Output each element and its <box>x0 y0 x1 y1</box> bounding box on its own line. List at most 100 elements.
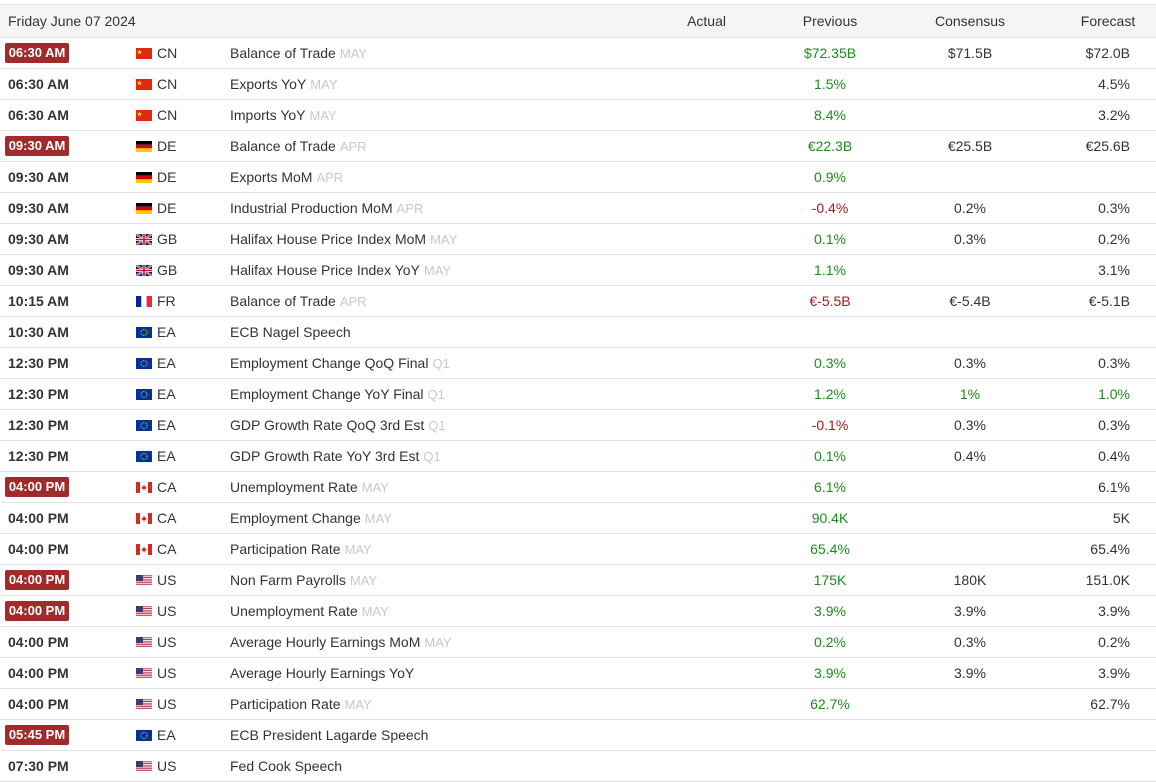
calendar-row: 09:30 AM GB Halifax House Price Index YoY M… <box>0 255 1156 286</box>
reference-period: MAY <box>344 697 372 712</box>
calendar-row: 09:30 AM DE Exports MoM APR 0.9% <box>0 162 1156 193</box>
reference-period: MAY <box>430 232 458 247</box>
event-name: Imports YoY <box>230 107 306 123</box>
time: 12:30 PM <box>8 417 69 433</box>
flag-icon <box>136 513 152 524</box>
flag-icon <box>136 203 152 214</box>
time-badge: 04:00 PM <box>5 601 69 621</box>
time: 07:30 PM <box>8 758 69 774</box>
event-cell: ECB President Lagarde Speech <box>230 720 428 751</box>
event-name: Balance of Trade <box>230 45 336 61</box>
flag-icon <box>136 296 152 307</box>
event-name: Exports YoY <box>230 76 307 92</box>
country-code: US <box>157 634 177 650</box>
flag-icon <box>136 172 152 183</box>
reference-period: MAY <box>344 542 372 557</box>
previous-value: 6.1% <box>814 479 846 495</box>
event-cell: Employment Change MAY <box>230 503 392 534</box>
event-cell: Halifax House Price Index YoY MAY <box>230 255 451 286</box>
calendar-row: 12:30 PM EA Employment Change YoY Final Q1 1… <box>0 379 1156 410</box>
forecast-value: $72.0B <box>1085 45 1130 61</box>
flag-icon <box>136 358 152 369</box>
reference-period: APR <box>339 294 367 309</box>
event-cell: Average Hourly Earnings MoM MAY <box>230 627 452 658</box>
consensus-value: 0.2% <box>954 200 986 216</box>
flag-icon <box>136 544 152 555</box>
consensus-value: 3.9% <box>954 603 986 619</box>
flag-icon <box>136 761 152 772</box>
event-cell: Balance of Trade MAY <box>230 38 367 69</box>
time: 06:30 AM <box>8 76 69 92</box>
event-name: Balance of Trade <box>230 138 336 154</box>
forecast-value: 0.4% <box>1098 448 1130 464</box>
column-header: Forecast <box>1080 13 1136 29</box>
reference-period: MAY <box>349 573 378 588</box>
forecast-value: 5K <box>1112 510 1130 526</box>
event-cell: Employment Change YoY Final Q1 <box>230 379 445 410</box>
table-header: Friday June 07 2024 Actual Previous Cons… <box>0 4 1156 38</box>
reference-period: Q1 <box>423 449 441 464</box>
previous-value: 65.4% <box>810 541 850 557</box>
reference-period: Q1 <box>432 356 450 371</box>
column-header: Actual <box>687 13 726 29</box>
calendar-row: 04:00 PM CA Employment Change MAY 90.4K 5K <box>0 503 1156 534</box>
time: 12:30 PM <box>8 355 69 371</box>
time: 04:00 PM <box>8 541 69 557</box>
event-cell: GDP Growth Rate QoQ 3rd Est Q1 <box>230 410 446 441</box>
time-badge: 04:00 PM <box>5 570 69 590</box>
country-code: US <box>157 665 177 681</box>
time: 04:00 PM <box>8 634 69 650</box>
country-code: CA <box>157 479 177 495</box>
event-name: Employment Change <box>230 510 361 526</box>
calendar-row: 12:30 PM EA GDP Growth Rate QoQ 3rd Est Q1 -… <box>0 410 1156 441</box>
consensus-value: 180K <box>953 572 987 588</box>
reference-period: Q1 <box>427 387 445 402</box>
event-cell: Balance of Trade APR <box>230 131 367 162</box>
country-code: US <box>157 758 177 774</box>
country-code: GB <box>157 231 178 247</box>
time-badge: 09:30 AM <box>5 136 69 156</box>
consensus-value: 1% <box>959 386 981 402</box>
flag-icon <box>136 265 152 276</box>
forecast-value: 3.1% <box>1098 262 1130 278</box>
event-cell: Average Hourly Earnings YoY <box>230 658 414 689</box>
forecast-value: 0.3% <box>1098 200 1130 216</box>
event-name: Employment Change QoQ Final <box>230 355 429 371</box>
date-label: Friday June 07 2024 <box>8 13 136 29</box>
country-code: GB <box>157 262 178 278</box>
previous-value: 0.1% <box>814 448 846 464</box>
forecast-value: 4.5% <box>1098 76 1130 92</box>
event-name: GDP Growth Rate QoQ 3rd Est <box>230 417 425 433</box>
previous-value: 3.9% <box>814 603 846 619</box>
column-header: Consensus <box>934 13 1006 29</box>
calendar-row: 07:30 PM US Fed Cook Speech <box>0 751 1156 782</box>
forecast-value: €-5.1B <box>1088 293 1130 309</box>
event-name: Average Hourly Earnings YoY <box>230 665 415 681</box>
country-code: CN <box>157 76 178 92</box>
country-code: CA <box>157 541 177 557</box>
time: 10:15 AM <box>8 293 69 309</box>
flag-icon <box>136 48 152 59</box>
event-cell: Unemployment Rate MAY <box>230 596 389 627</box>
previous-value: 62.7% <box>810 696 850 712</box>
reference-period: MAY <box>310 77 338 92</box>
consensus-value: 3.9% <box>954 665 986 681</box>
time: 04:00 PM <box>8 696 69 712</box>
calendar-row: 06:30 AM CN Balance of Trade MAY $72.35B $71.… <box>0 38 1156 69</box>
time: 09:30 AM <box>8 200 69 216</box>
previous-value: €-5.5B <box>809 293 851 309</box>
reference-period: Q1 <box>428 418 446 433</box>
country-code: CA <box>157 510 177 526</box>
previous-value: 90.4K <box>811 510 849 526</box>
flag-icon <box>136 606 152 617</box>
country-code: CN <box>157 45 178 61</box>
flag-icon <box>136 575 152 586</box>
forecast-value: 0.3% <box>1098 355 1130 371</box>
time: 12:30 PM <box>8 448 69 464</box>
consensus-value: 0.4% <box>954 448 986 464</box>
reference-period: APR <box>316 170 344 185</box>
previous-value: 0.9% <box>814 169 846 185</box>
flag-icon <box>136 451 152 462</box>
event-name: Unemployment Rate <box>230 603 358 619</box>
